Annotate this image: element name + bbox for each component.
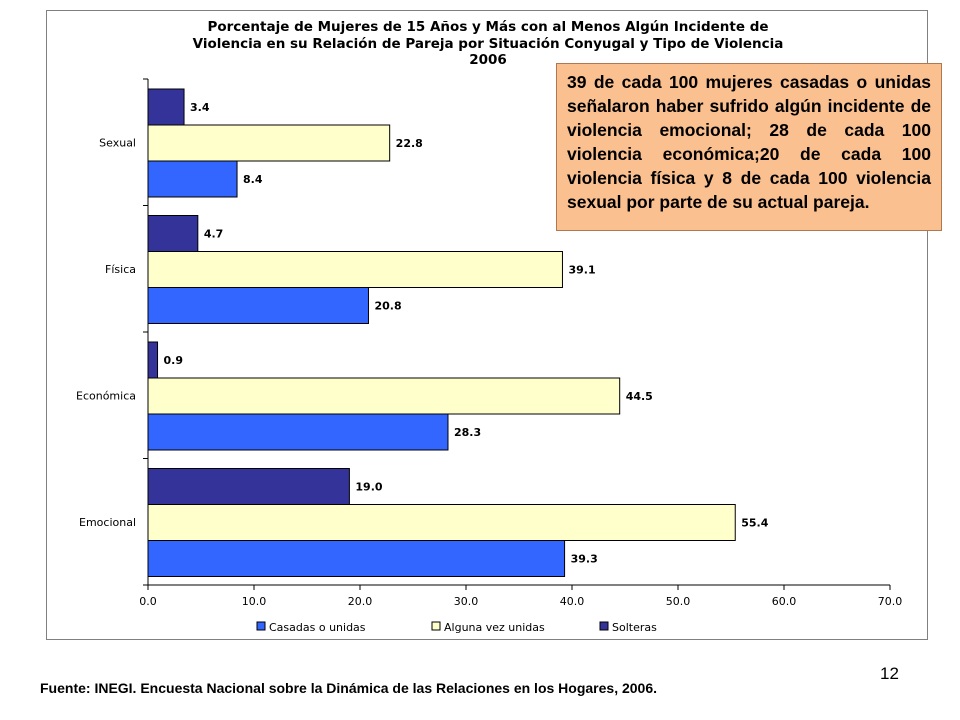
x-tick-label: 40.0 [560, 595, 585, 608]
data-label: 3.4 [190, 101, 210, 114]
x-tick-label: 70.0 [878, 595, 903, 608]
chart-title-line: Porcentaje de Mujeres de 15 Años y Más c… [207, 19, 768, 35]
data-label: 20.8 [374, 300, 401, 313]
data-label: 8.4 [243, 173, 263, 186]
x-tick-label: 60.0 [772, 595, 797, 608]
data-label: 0.9 [164, 354, 184, 367]
bar [147, 540, 566, 577]
legend-swatch [431, 621, 441, 631]
bar [147, 88, 185, 126]
bar [147, 341, 159, 379]
data-label: 39.1 [568, 264, 595, 277]
chart-title-line: 2006 [469, 52, 507, 68]
x-tick-label: 30.0 [454, 595, 479, 608]
chart-title-line: Violencia en su Relación de Pareja por S… [193, 36, 784, 52]
category-label: Sexual [99, 136, 136, 149]
legend-swatch [256, 621, 266, 631]
data-label: 19.0 [355, 481, 382, 494]
bar [147, 413, 449, 451]
bar [147, 215, 199, 252]
bar [147, 287, 369, 324]
data-label: 44.5 [626, 390, 653, 403]
x-tick-label: 50.0 [666, 595, 691, 608]
bar [147, 468, 350, 505]
bar [147, 251, 563, 288]
category-label: Física [105, 263, 136, 276]
data-label: 55.4 [741, 517, 768, 530]
page-number: 12 [880, 664, 899, 683]
data-label: 22.8 [396, 137, 423, 150]
bar-chart: Porcentaje de Mujeres de 15 Años y Más c… [76, 19, 903, 634]
bar [147, 124, 391, 162]
data-label: 39.3 [571, 553, 598, 566]
legend-swatch [599, 621, 609, 631]
callout-box: 39 de cada 100 mujeres casadas o unidas … [556, 63, 942, 231]
data-label: 4.7 [204, 228, 224, 241]
category-label: Económica [76, 389, 136, 402]
data-label: 28.3 [454, 426, 481, 439]
x-tick-label: 0.0 [139, 595, 157, 608]
category-label: Emocional [79, 516, 136, 529]
x-tick-label: 20.0 [348, 595, 373, 608]
bar [147, 377, 621, 415]
bar [147, 160, 238, 198]
x-tick-label: 10.0 [242, 595, 267, 608]
source-note: Fuente: INEGI. Encuesta Nacional sobre l… [40, 680, 658, 696]
bar [147, 504, 736, 541]
legend-label: Solteras [612, 621, 657, 634]
legend-label: Alguna vez unidas [444, 621, 545, 634]
legend-label: Casadas o unidas [269, 621, 366, 634]
